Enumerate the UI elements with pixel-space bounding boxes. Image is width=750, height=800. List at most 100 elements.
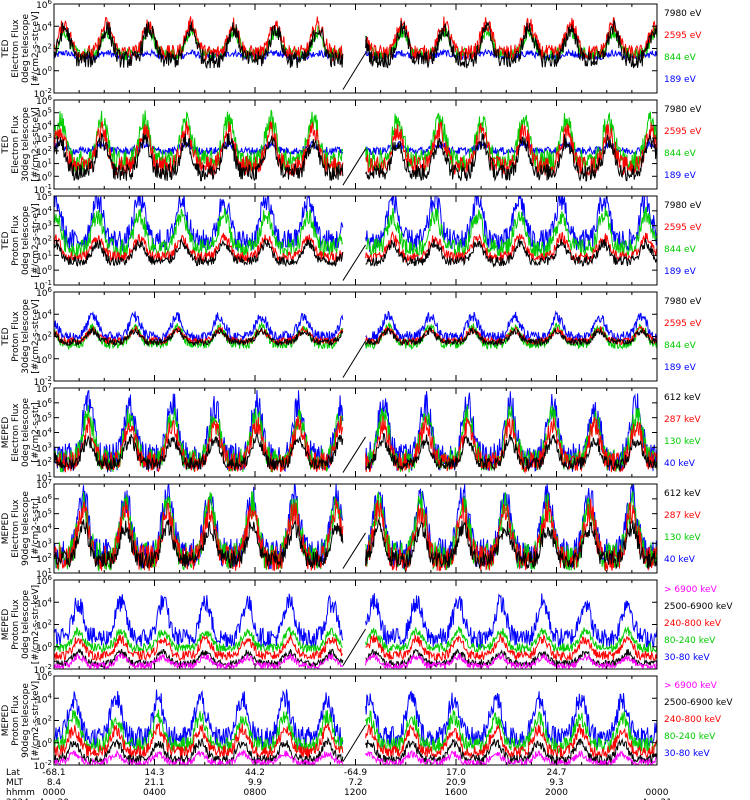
gap-connector xyxy=(342,244,366,281)
x-row-label: hhmm xyxy=(6,788,35,798)
y-axis-label-line: [#/cm2-s-str-eV] xyxy=(31,11,41,86)
legend-entry: 2595 eV xyxy=(664,127,702,137)
y-axis-label-line: [#/cm2-s-str-eV] xyxy=(31,203,41,278)
y-axis-label: TEDProton Flux30deg telescope[#/cm2-s-st… xyxy=(1,299,41,374)
y-axis-label-line: TED xyxy=(1,39,11,58)
legend-entry: 189 eV xyxy=(664,267,697,277)
legend-entry: 80-240 keV xyxy=(664,732,716,742)
y-axis-label-line: 30deg telescope xyxy=(21,299,31,374)
series-traces xyxy=(54,484,657,573)
gap-connector xyxy=(342,628,366,666)
series-black xyxy=(54,132,657,182)
x-axis-labels: LatMLThhmm2024-68.18.40000Apr 2014.321.1… xyxy=(6,768,672,800)
x-tick-label: 0000 xyxy=(43,788,66,798)
y-axis-label-line: Electron Flux xyxy=(11,499,21,558)
series-blue xyxy=(54,593,657,649)
y-axis-label-line: Proton Flux xyxy=(11,599,21,650)
gap-connector xyxy=(342,340,366,378)
series-blue xyxy=(54,196,657,253)
x-tick-label: 9.9 xyxy=(248,778,263,788)
y-axis-label-line: [#/cm2-s-str-keV] xyxy=(31,681,41,760)
legend-entry: 40 keV xyxy=(664,555,696,565)
y-axis-label-line: [#/cm2-s-str] xyxy=(31,498,41,558)
y-axis-label-line: TED xyxy=(1,327,11,346)
legend-entry: 189 eV xyxy=(664,363,697,373)
y-axis-label-line: MEPED xyxy=(1,609,11,641)
series-red xyxy=(54,632,657,663)
legend-entry: 2595 eV xyxy=(664,31,702,41)
x-tick-label: 8.4 xyxy=(47,778,62,788)
series-traces xyxy=(54,196,657,281)
series-red xyxy=(54,120,657,176)
legend-entry: 844 eV xyxy=(664,53,697,63)
y-axis-label-line: 90deg telescope xyxy=(21,491,31,566)
x-tick-label: 2000 xyxy=(545,788,568,798)
legend-entry: 612 keV xyxy=(664,489,701,499)
y-axis-label-line: MEPED xyxy=(1,705,11,737)
x-tick-label: Apr 21 xyxy=(642,798,672,800)
x-tick-label: 0800 xyxy=(244,788,267,798)
y-axis-label-line: 0deg telescope xyxy=(21,206,31,276)
legend-entry: 130 keV xyxy=(664,533,701,543)
gap-connector xyxy=(342,148,366,186)
y-axis-label-line: TED xyxy=(1,231,11,250)
series-traces xyxy=(54,16,657,90)
x-tick-label: 44.2 xyxy=(245,768,265,778)
x-tick-label: Apr 20 xyxy=(39,798,69,800)
panel-frame xyxy=(53,3,658,94)
legend-entry: 844 eV xyxy=(664,245,697,255)
y-axis-label-line: 90deg telescope xyxy=(21,683,31,758)
legend-entry: 130 keV xyxy=(664,437,701,447)
gap-connector xyxy=(342,724,366,762)
series-traces xyxy=(54,689,657,765)
series-black xyxy=(54,326,657,348)
series-blue xyxy=(54,310,657,344)
y-axis-label-line: Electron Flux xyxy=(11,115,21,174)
y-axis-label-line: Electron Flux xyxy=(11,403,21,462)
y-axis-label: MEPEDProton Flux90deg telescope[#/cm2-s-… xyxy=(1,681,41,760)
gap-connector xyxy=(342,436,366,473)
series-red xyxy=(54,415,657,475)
legend-entry: 287 keV xyxy=(664,511,701,521)
legend-entry: 2500-6900 keV xyxy=(664,602,733,612)
legend-entry: > 6900 keV xyxy=(664,681,718,691)
x-tick-label: 17.0 xyxy=(446,768,466,778)
y-axis-label-line: Proton Flux xyxy=(11,215,21,266)
legend-entry: 240-800 keV xyxy=(664,619,722,629)
x-tick-label: 14.3 xyxy=(144,768,164,778)
series-blue xyxy=(54,48,657,62)
y-axis-label-line: [#/cm2-s-str-keV] xyxy=(31,585,41,664)
y-axis-label: TEDElectron Flux30deg telescope[#/cm2-s-… xyxy=(1,107,41,182)
series-red xyxy=(54,230,657,264)
legend-entry: 7980 eV xyxy=(664,201,702,211)
series-magenta xyxy=(54,749,657,765)
y-axis-label: MEPEDElectron Flux90deg telescope[#/cm2-… xyxy=(1,491,41,566)
legend-entry: > 6900 keV xyxy=(664,585,718,595)
legend-entry: 844 eV xyxy=(664,149,697,159)
series-magenta xyxy=(54,652,657,669)
series-traces xyxy=(54,593,657,669)
x-tick-label: -64.9 xyxy=(344,768,368,778)
legend-entry: 240-800 keV xyxy=(664,715,722,725)
y-axis-label-line: Electron Flux xyxy=(11,19,21,78)
y-axis-label-line: 0deg telescope xyxy=(21,590,31,660)
y-axis-label-line: [#/cm2-s-str-eV] xyxy=(31,107,41,182)
x-tick-label: 24.7 xyxy=(546,768,566,778)
legend-entry: 2595 eV xyxy=(664,223,702,233)
legend-entry: 80-240 keV xyxy=(664,636,716,646)
y-axis-label: TEDProton Flux0deg telescope[#/cm2-s-str… xyxy=(1,203,41,278)
y-axis-label-line: Proton Flux xyxy=(11,695,21,746)
series-black xyxy=(54,517,657,570)
y-axis-label: MEPEDProton Flux0deg telescope[#/cm2-s-s… xyxy=(1,585,41,664)
series-black xyxy=(54,431,657,472)
legend-entry: 287 keV xyxy=(664,415,701,425)
x-tick-label: -68.1 xyxy=(42,768,65,778)
y-axis-label-line: Proton Flux xyxy=(11,311,21,362)
